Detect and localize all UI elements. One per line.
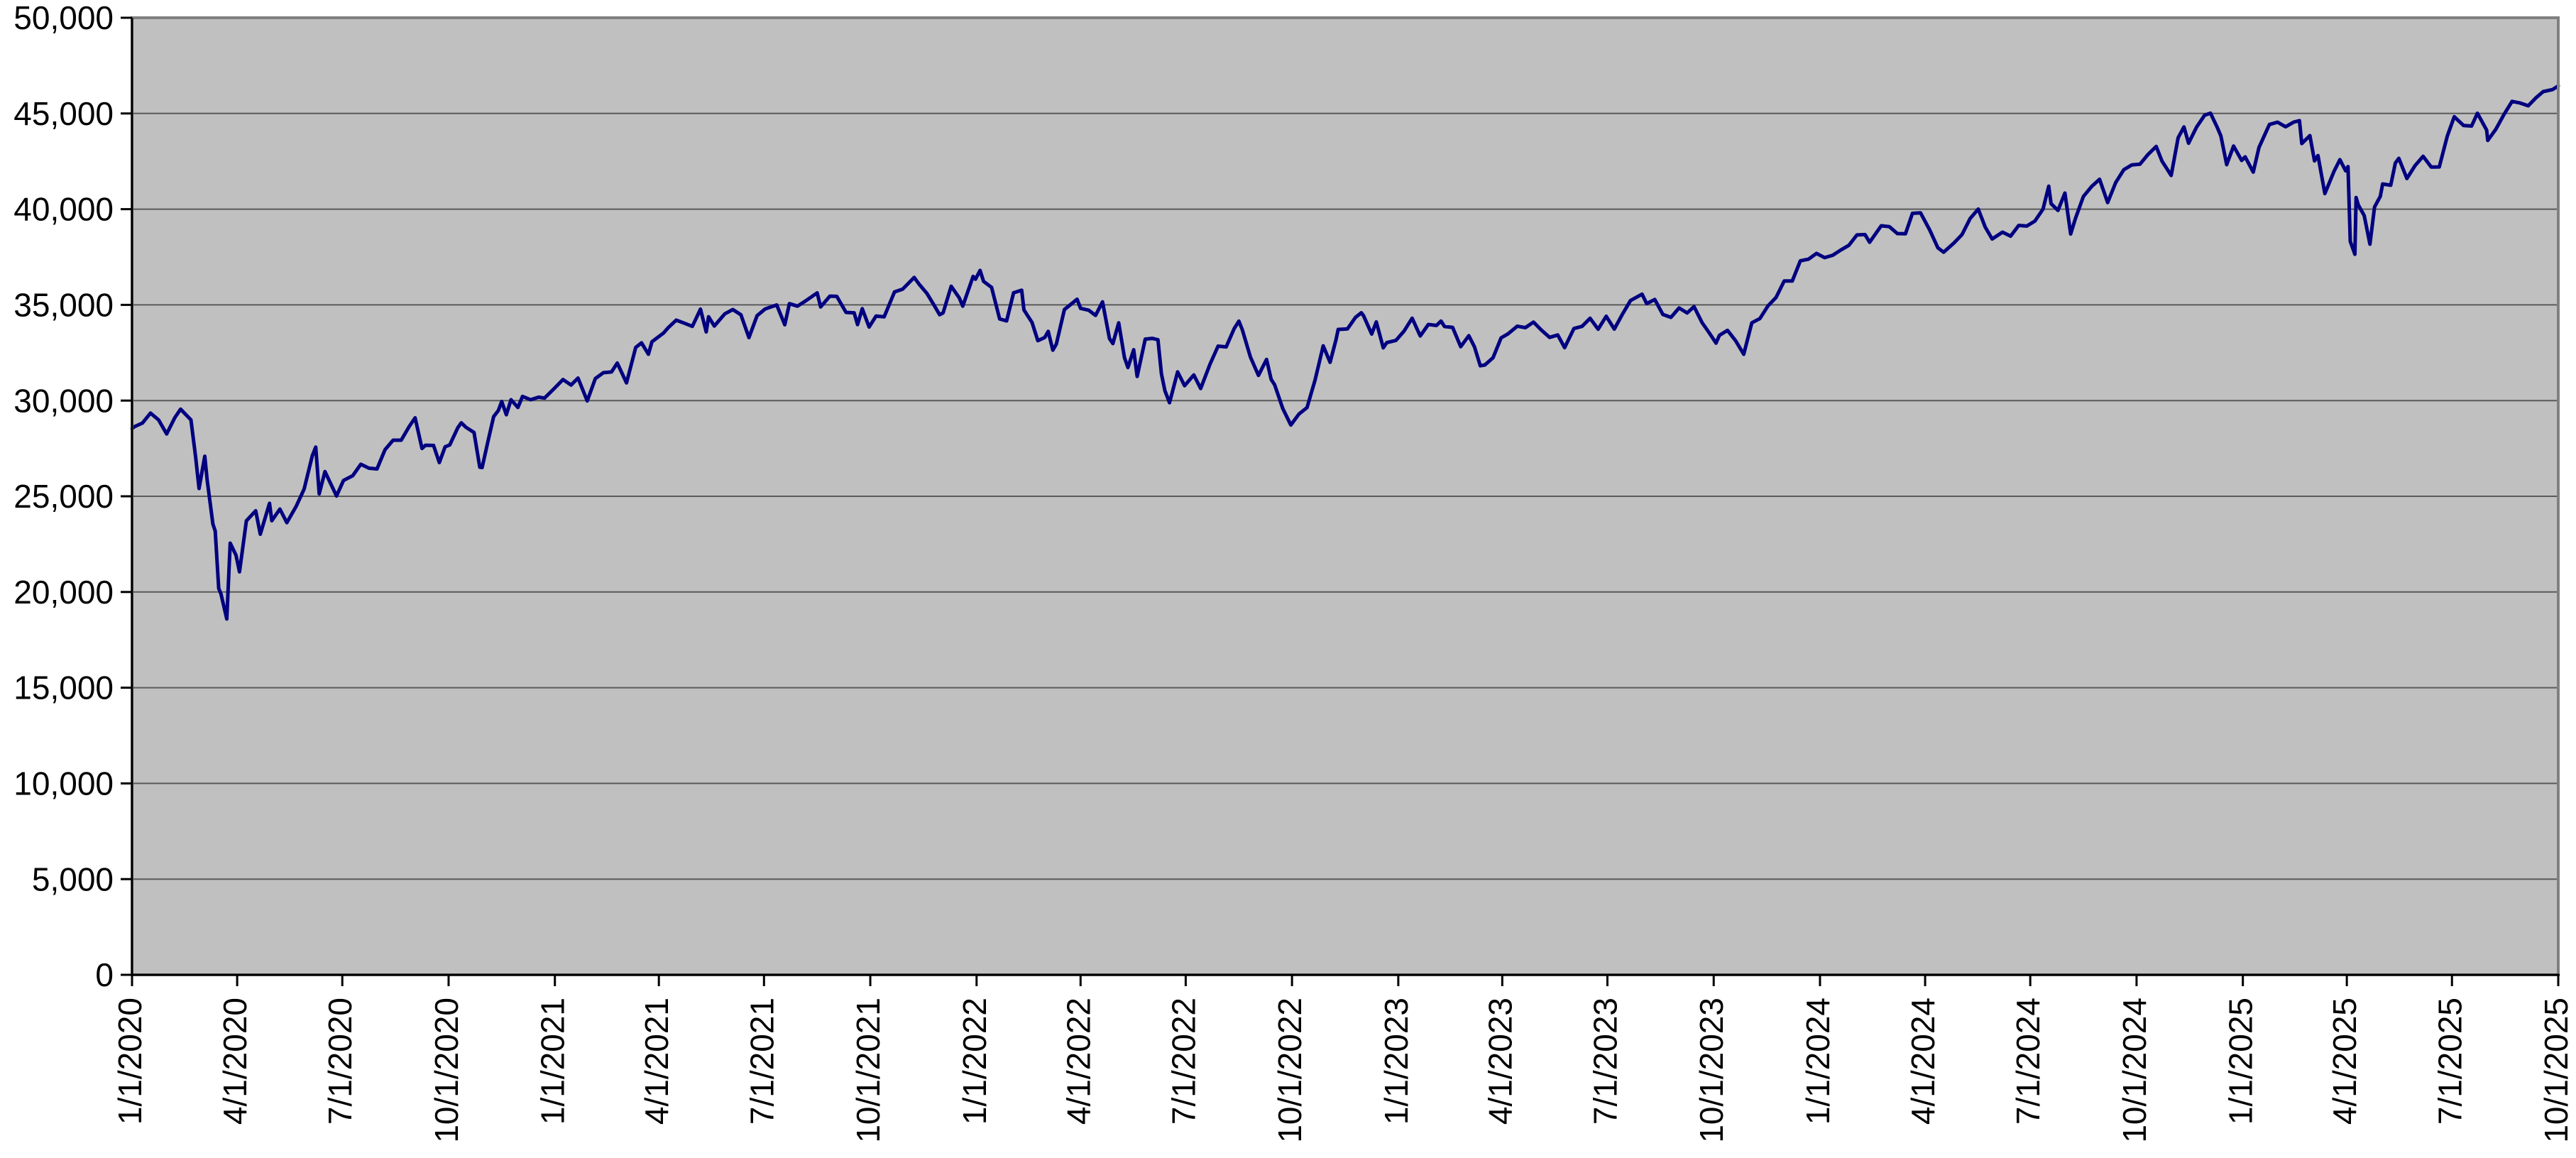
y-axis-label: 0 <box>95 956 114 993</box>
x-axis-label: 4/1/2020 <box>217 998 253 1125</box>
x-axis-label: 7/1/2021 <box>743 998 780 1125</box>
x-axis-label: 1/1/2025 <box>2223 998 2259 1125</box>
y-axis-label: 35,000 <box>13 287 114 324</box>
x-axis-label: 4/1/2025 <box>2326 998 2363 1125</box>
y-axis-label: 15,000 <box>13 670 114 706</box>
x-axis-label: 1/1/2023 <box>1378 998 1415 1125</box>
y-axis-ticks <box>121 16 132 976</box>
y-axis-label: 40,000 <box>13 191 114 228</box>
x-axis-label: 4/1/2024 <box>1904 998 1941 1125</box>
x-axis-label: 10/1/2020 <box>428 998 465 1143</box>
x-axis-label: 1/1/2020 <box>111 998 148 1125</box>
x-axis-label: 4/1/2023 <box>1481 998 1518 1125</box>
y-axis-label: 30,000 <box>13 382 114 419</box>
x-axis-label: 1/1/2021 <box>535 998 571 1125</box>
x-axis-label: 10/1/2025 <box>2538 998 2575 1143</box>
x-axis-labels: 1/1/2020 4/1/2020 7/1/2020 10/1/2020 1/1/202… <box>111 998 2575 1143</box>
x-axis-label: 7/1/2025 <box>2431 998 2468 1125</box>
y-axis-label: 20,000 <box>13 574 114 611</box>
x-axis-label: 10/1/2024 <box>2116 998 2153 1143</box>
x-axis-label: 7/1/2023 <box>1586 998 1623 1125</box>
x-axis-label: 10/1/2021 <box>850 998 887 1143</box>
x-axis-label: 7/1/2020 <box>322 998 358 1125</box>
x-axis-label: 10/1/2022 <box>1271 998 1308 1143</box>
x-axis-label: 4/1/2021 <box>638 998 675 1125</box>
y-axis-label: 10,000 <box>13 765 114 802</box>
data-series-line <box>130 84 2560 621</box>
y-axis-label: 5,000 <box>32 861 114 897</box>
y-axis-label: 50,000 <box>13 0 114 36</box>
y-axis-label: 25,000 <box>13 478 114 515</box>
x-axis-label: 7/1/2024 <box>2010 998 2046 1125</box>
y-axis-label: 45,000 <box>13 95 114 132</box>
x-axis-label: 4/1/2022 <box>1060 998 1097 1125</box>
x-axis-label: 7/1/2022 <box>1165 998 1202 1125</box>
y-axis-labels: 0 5,000 10,000 15,000 20,000 25,000 30,000 35,0… <box>13 0 114 993</box>
x-axis-label: 1/1/2024 <box>1799 998 1836 1125</box>
x-axis-label: 1/1/2022 <box>956 998 993 1125</box>
x-axis-ticks <box>131 975 2560 986</box>
x-axis-label: 10/1/2023 <box>1693 998 1730 1143</box>
